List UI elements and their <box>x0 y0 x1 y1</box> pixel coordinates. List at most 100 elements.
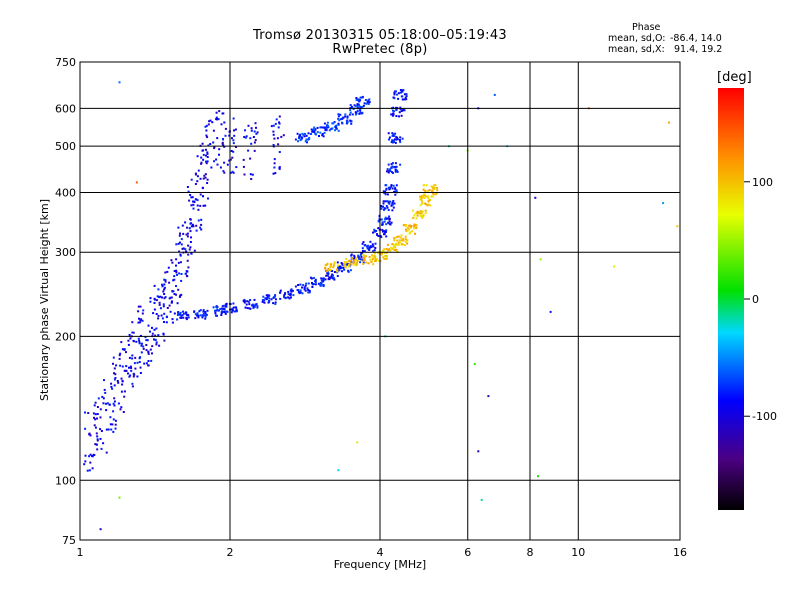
data-point <box>339 118 342 121</box>
data-point <box>390 221 393 224</box>
y-axis-ticks: 75 100 200 300 400 500 600 750 <box>55 56 76 547</box>
data-point <box>294 138 297 141</box>
data-point <box>129 374 132 377</box>
data-point <box>140 351 143 354</box>
data-point <box>395 90 397 93</box>
data-point <box>187 253 190 256</box>
data-point <box>111 387 114 390</box>
data-point <box>393 202 396 205</box>
data-point <box>426 204 429 207</box>
data-point <box>153 328 156 331</box>
data-point <box>299 139 302 142</box>
colorbar-ticks: 100 0 -100 <box>744 176 777 423</box>
data-point <box>153 338 155 341</box>
data-point <box>247 300 250 303</box>
data-point <box>84 460 87 463</box>
data-point <box>161 317 164 320</box>
data-point <box>397 235 400 238</box>
data-point <box>186 186 189 188</box>
data-point <box>153 284 156 287</box>
data-point <box>394 166 396 169</box>
data-point <box>230 150 233 152</box>
data-point <box>395 242 398 245</box>
data-point <box>299 289 302 292</box>
data-point <box>392 206 395 209</box>
data-point <box>197 219 200 222</box>
data-point <box>307 289 310 291</box>
data-point <box>133 373 136 376</box>
data-point <box>206 182 209 184</box>
data-point <box>394 193 397 196</box>
data-point <box>367 262 370 265</box>
data-point <box>201 142 204 145</box>
data-point <box>228 159 231 162</box>
data-point <box>307 282 310 285</box>
data-point <box>202 310 205 313</box>
data-point <box>352 259 355 262</box>
data-point <box>322 285 325 288</box>
data-point <box>400 95 403 98</box>
phase-stats-x-values: 91.4, 19.2 <box>674 44 723 55</box>
data-point <box>385 257 388 260</box>
data-point <box>105 402 107 405</box>
data-point <box>99 528 102 531</box>
data-point <box>201 316 204 319</box>
data-point <box>146 339 149 342</box>
data-point <box>339 113 342 116</box>
data-point <box>118 81 121 84</box>
data-point <box>321 134 324 137</box>
data-point <box>131 331 134 334</box>
data-point <box>392 200 395 202</box>
data-point <box>203 174 206 177</box>
data-point <box>151 352 153 355</box>
data-point <box>493 93 496 96</box>
data-point <box>197 314 200 317</box>
data-point <box>213 160 216 163</box>
data-point <box>363 255 366 258</box>
data-point <box>212 141 215 144</box>
data-point <box>199 204 202 207</box>
data-point <box>312 277 315 279</box>
data-point <box>350 122 353 125</box>
data-point <box>272 133 275 136</box>
data-point <box>84 427 87 430</box>
data-point <box>331 127 334 130</box>
data-point <box>153 302 156 304</box>
data-point <box>337 117 340 120</box>
data-point <box>321 133 324 135</box>
data-point <box>333 271 336 273</box>
data-point <box>93 454 96 456</box>
data-point <box>325 129 328 132</box>
data-point <box>404 223 407 226</box>
data-point <box>248 303 251 306</box>
data-point <box>385 235 388 238</box>
data-point <box>373 249 376 252</box>
data-point <box>91 455 94 458</box>
data-point <box>194 317 197 320</box>
data-point <box>256 305 259 308</box>
data-point <box>422 213 425 216</box>
data-point <box>391 203 394 206</box>
data-point <box>115 364 118 367</box>
data-point <box>232 142 235 145</box>
data-point <box>220 314 223 316</box>
data-point <box>415 223 418 226</box>
data-point <box>200 156 203 159</box>
data-point <box>676 225 679 228</box>
data-point <box>120 341 123 344</box>
data-point <box>131 382 134 385</box>
data-point <box>177 288 180 291</box>
data-point <box>100 430 103 432</box>
data-point <box>386 206 389 209</box>
data-point <box>204 311 207 313</box>
data-point <box>103 379 105 382</box>
data-point <box>163 297 166 300</box>
data-point <box>279 289 282 292</box>
data-point <box>196 312 199 315</box>
data-point <box>133 362 136 365</box>
data-point <box>84 411 86 414</box>
data-point <box>161 283 163 286</box>
data-point <box>91 467 94 470</box>
data-point <box>245 135 248 138</box>
data-point <box>270 125 273 128</box>
